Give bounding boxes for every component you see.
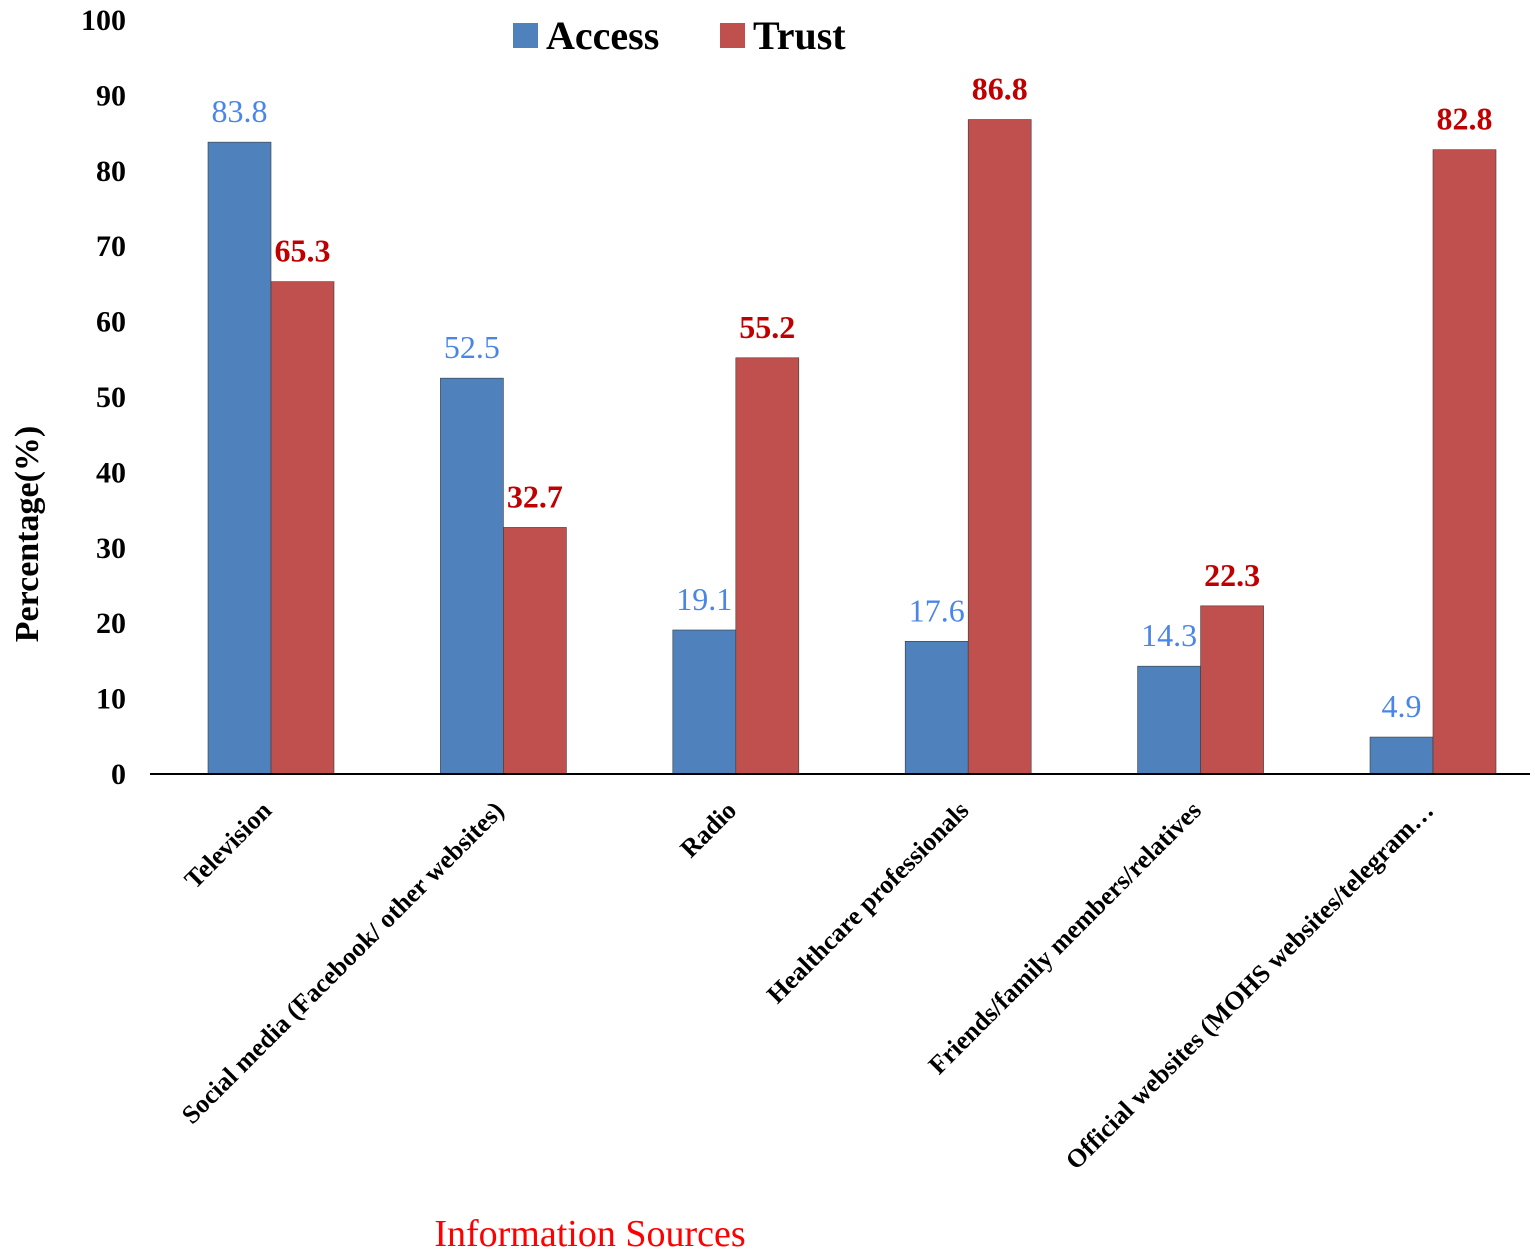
bar-access (1369, 736, 1434, 775)
y-tick-label: 30 (96, 532, 126, 565)
category-label: Television (179, 795, 278, 894)
y-tick-label: 0 (111, 758, 126, 791)
y-tick-label: 10 (96, 683, 126, 716)
legend-swatch (513, 23, 538, 48)
y-tick-label: 100 (81, 4, 126, 37)
y-tick-label: 40 (96, 456, 126, 489)
category-label: Friends/family members/relatives (923, 796, 1207, 1080)
bar-access (904, 640, 969, 775)
data-label-access: 19.1 (676, 581, 732, 617)
y-tick-label: 80 (96, 155, 126, 188)
bar-trust (503, 527, 567, 775)
bar-trust (735, 357, 800, 775)
bars (207, 119, 1497, 775)
y-tick-label: 20 (96, 607, 126, 640)
y-tick-label: 90 (96, 79, 126, 112)
legend-swatch (720, 23, 745, 48)
bar-trust (270, 281, 335, 775)
data-label-access: 4.9 (1382, 688, 1422, 724)
bar-trust (1432, 149, 1497, 775)
data-label-trust: 65.3 (275, 233, 331, 269)
data-label-access: 14.3 (1141, 617, 1197, 653)
bar-access (440, 377, 504, 775)
data-label-trust: 86.8 (972, 71, 1028, 107)
data-label-access: 83.8 (212, 93, 268, 129)
bar-access (1137, 665, 1201, 775)
category-label: Healthcare professionals (761, 796, 974, 1009)
data-label-trust: 55.2 (739, 309, 795, 345)
y-tick-label: 70 (96, 230, 126, 263)
y-tick-label: 60 (96, 306, 126, 339)
bar-access (672, 629, 737, 775)
y-axis-ticks: 0 10 20 30 40 50 60 70 80 90 100 (81, 4, 126, 791)
data-label-trust: 32.7 (507, 478, 563, 514)
data-label-access: 52.5 (444, 329, 500, 365)
data-labels: 83.8 52.5 19.1 17.6 14.3 4.9 65.3 32.7 55.2 86.8 2… (212, 71, 1493, 725)
bar-trust (967, 119, 1032, 775)
data-label-access: 17.6 (909, 592, 965, 628)
legend-item-access: Access (513, 13, 659, 58)
legend: Access Trust (513, 13, 846, 58)
bar-access (207, 141, 272, 775)
y-tick-label: 50 (96, 381, 126, 414)
bar-trust (1200, 605, 1264, 775)
category-label: Official websites (MOHS websites/telegra… (1060, 796, 1439, 1175)
legend-label: Access (546, 13, 659, 58)
legend-item-trust: Trust (720, 13, 846, 58)
category-label: Radio (675, 796, 743, 864)
y-axis-title: Percentage(%) (9, 426, 46, 642)
x-axis-title: Information Sources (434, 1213, 745, 1254)
data-label-trust: 22.3 (1204, 557, 1260, 593)
legend-label: Trust (753, 13, 846, 58)
data-label-trust: 82.8 (1437, 101, 1493, 137)
